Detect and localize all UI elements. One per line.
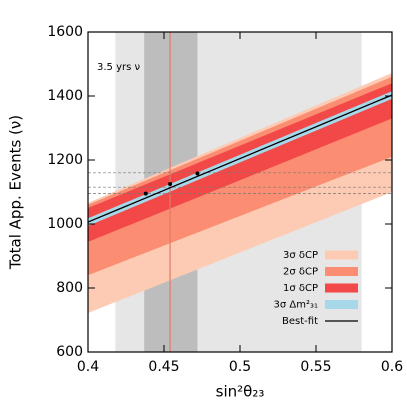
legend-label: 2σ δCP xyxy=(283,267,318,278)
y-tick-label: 1400 xyxy=(47,88,83,104)
band xyxy=(88,83,392,242)
x-tick-label: 0.6 xyxy=(381,359,403,375)
legend-label: 3σ Δm²₃₁ xyxy=(274,300,319,311)
annotation: 3.5 yrs ν xyxy=(97,62,141,73)
y-tick-label: 800 xyxy=(56,280,83,296)
point xyxy=(168,182,173,186)
best-fit-line xyxy=(88,94,392,223)
x-tick-label: 0.5 xyxy=(229,359,251,375)
y-axis-label: Total App. Events (ν) xyxy=(7,115,25,270)
point xyxy=(195,171,200,176)
x-tick-label: 0.4 xyxy=(77,359,99,375)
y-tick-label: 1000 xyxy=(47,216,83,232)
point xyxy=(143,191,148,196)
x-axis-label: sin²θ₂₃ xyxy=(216,383,265,401)
legend-label: 1σ δCP xyxy=(283,283,318,294)
legend-label: Best-fit xyxy=(282,316,318,327)
x-tick-label: 0.55 xyxy=(300,359,331,375)
y-tick-label: 1200 xyxy=(47,152,83,168)
y-tick-label: 600 xyxy=(56,344,83,360)
plot xyxy=(88,32,392,352)
x-tick-label: 0.45 xyxy=(148,359,179,375)
legend-label: 3σ δCP xyxy=(283,250,318,261)
y-tick-label: 1600 xyxy=(47,24,83,40)
